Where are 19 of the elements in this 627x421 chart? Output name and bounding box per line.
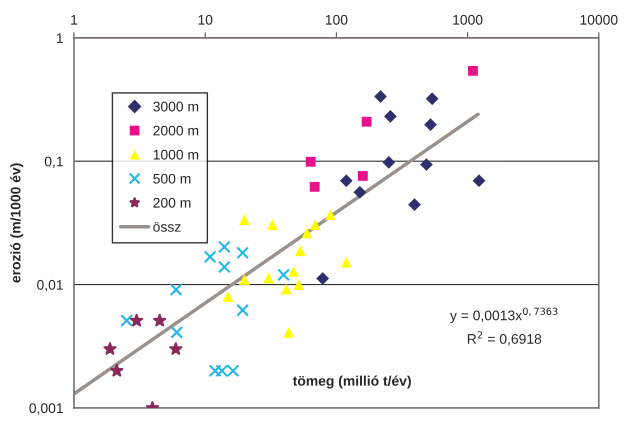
y-tick-label: 0,1 bbox=[44, 156, 63, 168]
annotation: R$^{2}$ = 0,6918 bbox=[468, 331, 542, 346]
legend-label: 500 m bbox=[153, 174, 190, 184]
legend-label: 200 m bbox=[153, 198, 190, 208]
legend-label: 3000 m bbox=[153, 102, 198, 112]
x-tick-label: 100 bbox=[326, 14, 348, 25]
legend-label: össz bbox=[153, 222, 181, 232]
y-axis-title: erozió (m/1000 év) bbox=[10, 163, 24, 283]
x-tick-label: 1000 bbox=[453, 14, 482, 25]
legend-label: 2000 m bbox=[153, 126, 198, 136]
annotation: y = 0,0013x$^{0,7363}$ bbox=[450, 308, 558, 324]
y-tick-label: 0,01 bbox=[37, 280, 63, 292]
x-tick-label: 10 bbox=[198, 14, 212, 25]
y-tick-label: 1 bbox=[56, 33, 63, 43]
legend-label: 1000 m bbox=[154, 150, 198, 160]
y-tick-label: 0,001 bbox=[29, 403, 63, 415]
x-axis-title: tömeg (millió t/év) bbox=[292, 375, 411, 389]
x-tick-label: 10000 bbox=[580, 14, 618, 25]
x-tick-label: 1 bbox=[71, 15, 78, 25]
